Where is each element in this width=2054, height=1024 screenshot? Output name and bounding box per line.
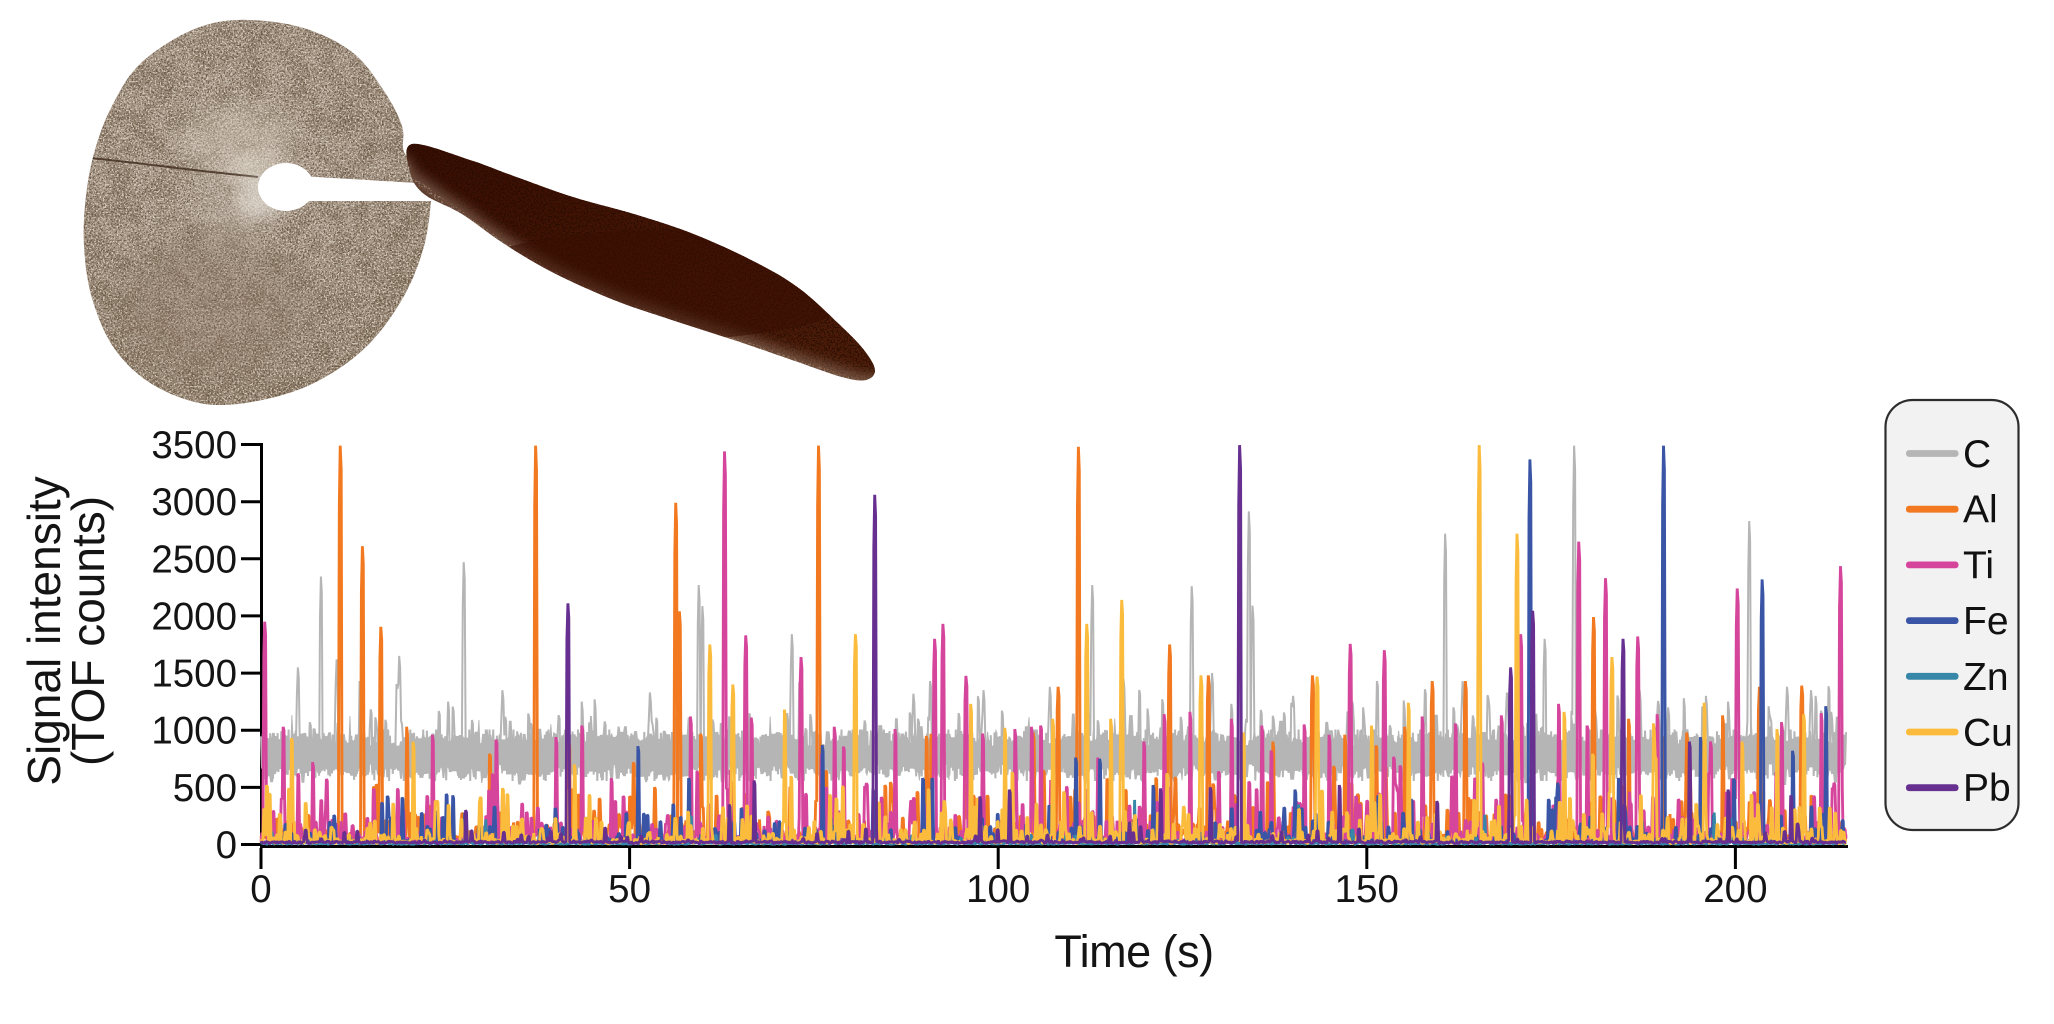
svg-text:Al: Al bbox=[1963, 489, 1998, 532]
svg-text:50: 50 bbox=[608, 868, 651, 911]
svg-text:1000: 1000 bbox=[151, 710, 237, 753]
svg-text:Signal intensity: Signal intensity bbox=[18, 476, 70, 785]
svg-text:2500: 2500 bbox=[151, 538, 237, 581]
svg-text:Time (s): Time (s) bbox=[1054, 926, 1213, 977]
svg-text:500: 500 bbox=[173, 767, 237, 810]
svg-text:Zn: Zn bbox=[1963, 656, 2009, 699]
svg-text:3000: 3000 bbox=[151, 481, 237, 524]
svg-text:0: 0 bbox=[216, 824, 237, 867]
svg-text:Ti: Ti bbox=[1963, 544, 1994, 587]
svg-text:200: 200 bbox=[1703, 868, 1767, 911]
svg-text:0: 0 bbox=[250, 868, 271, 911]
svg-text:Pb: Pb bbox=[1963, 767, 2011, 810]
svg-text:3500: 3500 bbox=[151, 424, 237, 467]
svg-text:Fe: Fe bbox=[1963, 600, 2009, 643]
svg-text:150: 150 bbox=[1335, 868, 1399, 911]
svg-text:2000: 2000 bbox=[151, 595, 237, 638]
svg-text:(TOF counts): (TOF counts) bbox=[62, 496, 114, 766]
svg-text:C: C bbox=[1963, 433, 1991, 476]
svg-text:Cu: Cu bbox=[1963, 712, 2013, 755]
svg-text:100: 100 bbox=[966, 868, 1030, 911]
svg-text:1500: 1500 bbox=[151, 653, 237, 696]
